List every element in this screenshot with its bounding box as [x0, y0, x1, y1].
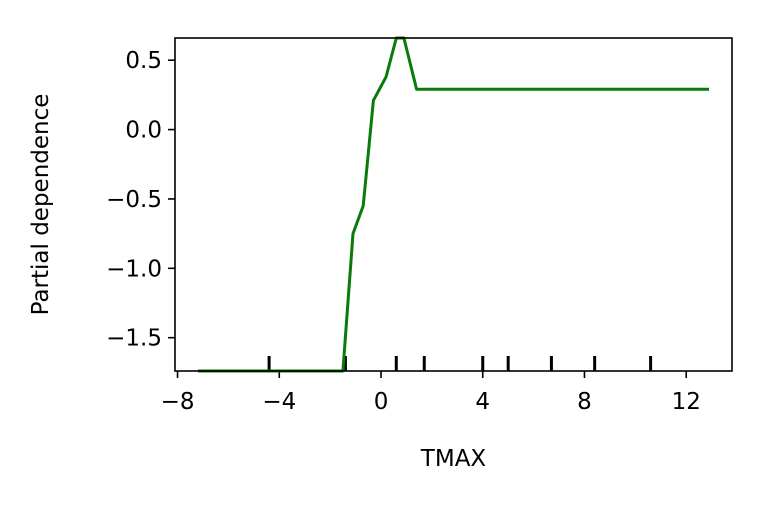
y-tick-label: −0.5	[106, 187, 162, 213]
rug-layer	[267, 356, 653, 371]
series-line	[197, 36, 710, 373]
x-tick-label: −4	[262, 389, 296, 415]
y-tick-label: 0.5	[125, 48, 162, 74]
x-tick-label: 8	[577, 389, 592, 415]
y-tick-label: −1.5	[106, 326, 162, 352]
x-tick-label: 0	[374, 389, 389, 415]
ticks-layer: −8 −4 0 4 8 12 −1.5 −1.0 −0.5 0.0 0.5	[106, 48, 701, 415]
line-layer	[197, 36, 710, 373]
x-tick-label: 12	[672, 389, 701, 415]
y-tick-label: −1.0	[106, 256, 162, 282]
plot-frame	[174, 37, 733, 372]
x-axis-label: TMAX	[420, 446, 487, 472]
x-tick-label: 4	[475, 389, 490, 415]
y-tick-label: 0.0	[125, 118, 162, 144]
y-axis-label: Partial dependence	[28, 94, 54, 316]
x-tick-label: −8	[161, 389, 195, 415]
